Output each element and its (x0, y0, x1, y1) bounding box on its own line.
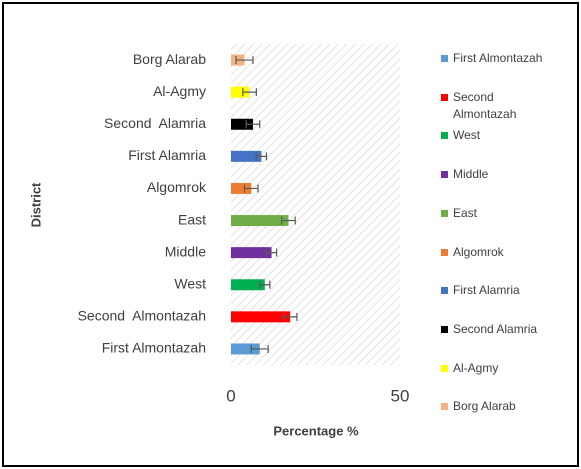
y-tick-label: Al-Agmy (153, 83, 206, 99)
error-bar (265, 248, 278, 257)
error-bar (282, 312, 298, 321)
legend-label: Middle (453, 167, 489, 182)
legend-label: West (453, 128, 481, 143)
legend-label: East (453, 205, 478, 220)
y-tick-label: Middle (165, 243, 206, 259)
y-tick-label: Algomrok (147, 179, 207, 195)
legend-swatch (441, 171, 448, 179)
error-bar (245, 120, 261, 129)
bar (231, 247, 272, 259)
legend-item: West (441, 127, 563, 144)
y-tick-label: East (178, 211, 206, 227)
legend-label: First Alamria (453, 283, 520, 298)
bar (231, 118, 253, 130)
legend-label: Second Almontazah (453, 89, 517, 121)
legend-item: Borg Alarab (441, 398, 563, 415)
error-bar (281, 216, 296, 225)
legend-swatch (441, 55, 448, 62)
legend-item: Al-Agmy (441, 360, 563, 377)
legend-item: Middle (441, 166, 563, 183)
legend-item: Algomrok (441, 244, 563, 261)
error-bar (259, 280, 271, 289)
y-tick-label: First Alamria (128, 147, 206, 163)
legend-item: First Almontazah (441, 50, 563, 67)
x-axis-title: Percentage % (273, 423, 359, 438)
legend-item: Second Almontazah (441, 89, 563, 123)
legend-label: First Almontazah (453, 51, 543, 65)
legend-swatch (441, 248, 448, 256)
bar (231, 150, 262, 162)
error-bar (255, 152, 268, 161)
legend-label: Borg Alarab (453, 399, 516, 414)
error-bar (235, 56, 254, 65)
legend-item: East (441, 205, 563, 222)
y-tick-label: Second Alamria (104, 115, 206, 131)
y-tick-label: West (174, 275, 206, 291)
error-bar (250, 344, 269, 353)
error-bar (242, 88, 257, 97)
legend-swatch (441, 325, 448, 333)
legend-label: Second Alamria (453, 321, 538, 336)
legend-swatch (441, 132, 448, 140)
bar (231, 86, 250, 98)
legend-swatch (441, 364, 448, 372)
bar (231, 215, 289, 227)
bar (231, 311, 291, 323)
legend-swatch (441, 403, 448, 411)
error-bar (243, 184, 259, 193)
bar (231, 182, 252, 194)
x-tick-label: 0 (226, 386, 235, 405)
bar (231, 343, 260, 355)
y-tick-label: Second Almontazah (78, 308, 206, 324)
legend-label: Algomrok (453, 244, 504, 259)
y-axis-title: District (28, 182, 43, 227)
legend-swatch (441, 287, 448, 295)
x-tick-label: 50 (391, 386, 410, 405)
legend-label: Al-Agmy (453, 360, 499, 375)
y-tick-label: First Almontazah (102, 340, 206, 356)
legend-swatch (441, 93, 448, 101)
legend-item: Second Alamria (441, 321, 563, 338)
legend-item: First Alamria (441, 282, 563, 299)
bar (231, 279, 265, 291)
legend-swatch (441, 209, 448, 217)
y-tick-label: Borg Alarab (133, 51, 206, 67)
